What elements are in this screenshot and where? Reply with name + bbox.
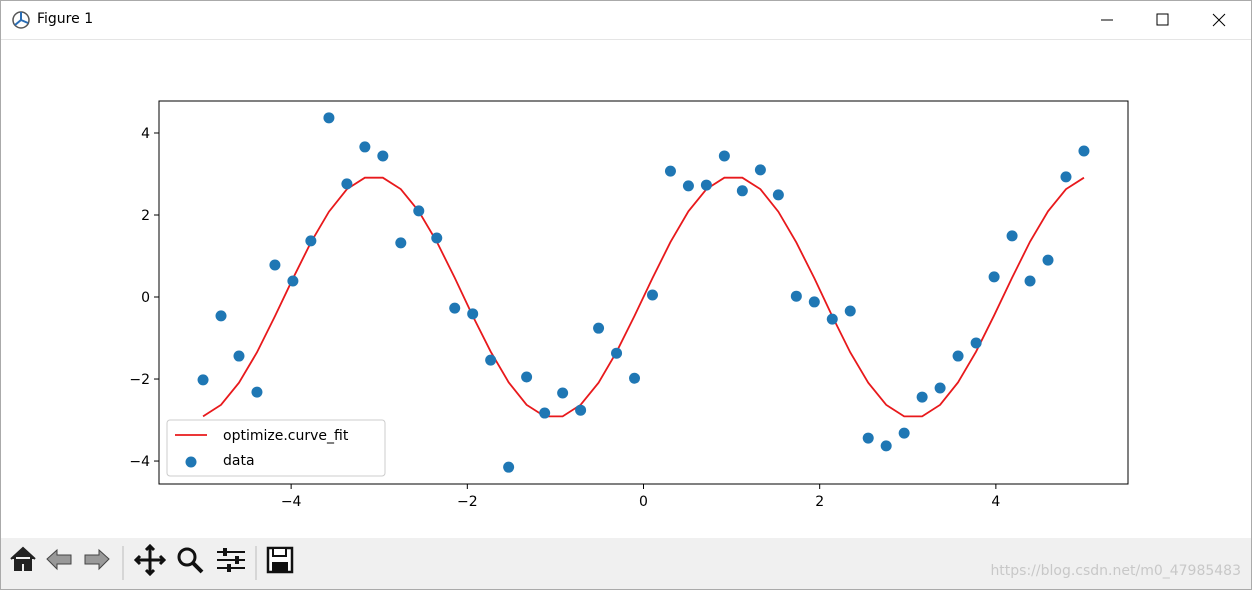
data-point bbox=[754, 164, 766, 176]
data-point bbox=[431, 232, 443, 244]
x-tick-label: 4 bbox=[991, 494, 1000, 510]
data-point bbox=[934, 382, 946, 394]
legend-box bbox=[166, 419, 386, 477]
forward-button[interactable] bbox=[84, 548, 110, 571]
data-point bbox=[826, 313, 838, 325]
configure-button[interactable] bbox=[217, 548, 245, 572]
y-tick-label: 2 bbox=[141, 208, 150, 224]
data-point bbox=[970, 337, 982, 349]
close[interactable] bbox=[1212, 13, 1226, 27]
data-point bbox=[413, 205, 425, 217]
data-point bbox=[377, 150, 389, 162]
data-point bbox=[521, 371, 533, 383]
data-point bbox=[341, 178, 353, 190]
data-point bbox=[844, 305, 856, 317]
window-controls[interactable] bbox=[1071, 1, 1251, 39]
data-point bbox=[503, 461, 515, 473]
data-point bbox=[1078, 145, 1090, 157]
watermark: https://blog.csdn.net/m0_47985483 bbox=[990, 563, 1241, 579]
maximize[interactable] bbox=[1156, 13, 1169, 26]
pan-button[interactable] bbox=[133, 543, 167, 577]
data-point bbox=[197, 374, 209, 386]
window-title: Figure 1 bbox=[37, 11, 94, 27]
data-point bbox=[359, 141, 371, 153]
data-point bbox=[988, 271, 1000, 283]
data-point bbox=[395, 237, 407, 249]
toolbar-buttons[interactable] bbox=[1, 538, 311, 589]
x-tick-label: −2 bbox=[457, 494, 478, 510]
data-point bbox=[664, 165, 676, 177]
data-point bbox=[1024, 275, 1036, 287]
data-point bbox=[736, 185, 748, 197]
data-point bbox=[251, 386, 263, 398]
axes-frame bbox=[158, 100, 1129, 485]
toolbar: https://blog.csdn.net/m0_47985483 bbox=[1, 538, 1251, 589]
data-point bbox=[700, 179, 712, 191]
data-point bbox=[467, 308, 479, 320]
data-point bbox=[682, 180, 694, 192]
data-point bbox=[323, 112, 335, 124]
home-button[interactable] bbox=[10, 546, 36, 571]
title-bar: Figure 1 bbox=[1, 1, 1251, 40]
data-point bbox=[898, 427, 910, 439]
x-tick-label: 2 bbox=[815, 494, 824, 510]
data-point bbox=[790, 290, 802, 302]
save-button[interactable] bbox=[266, 546, 294, 574]
app-icon bbox=[12, 11, 30, 29]
data-point bbox=[772, 189, 784, 201]
data-point bbox=[1042, 254, 1054, 266]
data-point bbox=[287, 275, 299, 287]
data-point bbox=[880, 440, 892, 452]
data-point bbox=[1006, 230, 1018, 242]
back-button[interactable] bbox=[46, 548, 72, 571]
data-point bbox=[485, 354, 497, 366]
data-point bbox=[862, 432, 874, 444]
legend-label: optimize.curve_fit bbox=[223, 428, 349, 444]
x-tick-label: 0 bbox=[639, 494, 648, 510]
y-tick-label: −2 bbox=[129, 372, 150, 388]
data-point bbox=[916, 391, 928, 403]
x-tick-label: −4 bbox=[281, 494, 302, 510]
legend-marker bbox=[185, 456, 197, 468]
data-point bbox=[611, 347, 623, 359]
y-tick-label: 4 bbox=[141, 126, 150, 142]
fit-line bbox=[202, 176, 1085, 418]
data-point bbox=[269, 259, 281, 271]
data-point bbox=[1060, 171, 1072, 183]
legend-label: data bbox=[223, 453, 255, 469]
y-tick-label: 0 bbox=[141, 290, 150, 306]
data-point bbox=[629, 372, 641, 384]
data-point bbox=[593, 322, 605, 334]
data-point bbox=[233, 350, 245, 362]
data-point bbox=[539, 407, 551, 419]
y-tick-label: −4 bbox=[129, 454, 150, 470]
data-point bbox=[952, 350, 964, 362]
data-point bbox=[449, 302, 461, 314]
zoom-button[interactable] bbox=[177, 547, 204, 574]
data-point bbox=[305, 235, 317, 247]
data-point bbox=[718, 150, 730, 162]
data-point bbox=[808, 296, 820, 308]
data-point bbox=[215, 310, 227, 322]
data-point bbox=[646, 289, 658, 301]
data-point bbox=[557, 387, 569, 399]
data-point bbox=[575, 404, 587, 416]
